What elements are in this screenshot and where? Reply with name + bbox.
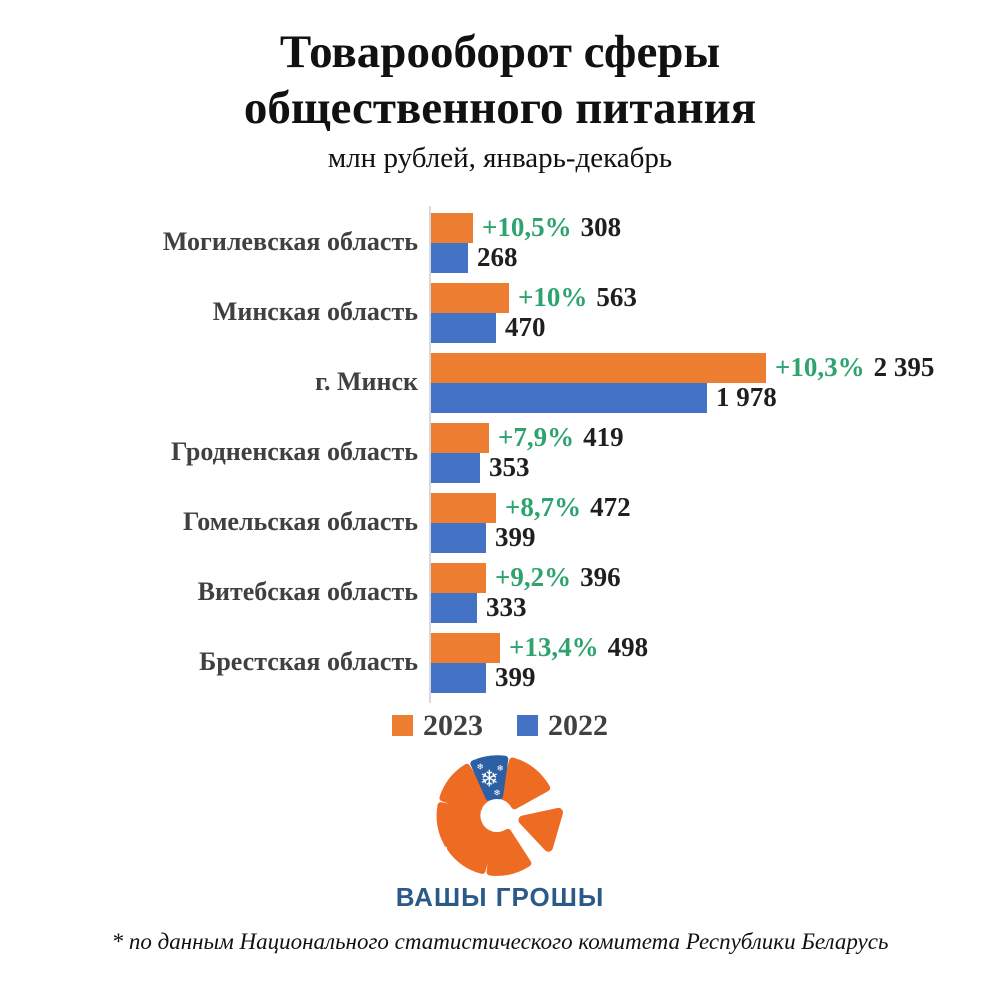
- legend: 2023 2022: [0, 709, 1000, 743]
- bar-2023: [430, 422, 489, 453]
- chart-row: Витебская область +9,2% 396 333: [0, 562, 1000, 623]
- bar-2022: [430, 662, 486, 693]
- value-2023-number: 563: [596, 282, 637, 313]
- svg-text:❄: ❄: [493, 787, 500, 797]
- growth-percent: +9,2%: [495, 562, 572, 593]
- value-2022: 333: [486, 592, 527, 623]
- value-2023-number: 419: [583, 422, 624, 453]
- value-2023-number: 2 395: [873, 352, 935, 383]
- chart-row: Брестская область +13,4% 498 399: [0, 632, 1000, 693]
- chart-row: г. Минск +10,3% 2 395 1 978: [0, 352, 1000, 413]
- chart-row: Гродненская область +7,9% 419 353: [0, 422, 1000, 483]
- bar-chart: Могилевская область +10,5% 308 268 Минска…: [0, 205, 1000, 703]
- region-label: Гродненская область: [171, 437, 418, 467]
- value-2023-number: 308: [580, 212, 622, 243]
- bar-2023: [430, 282, 509, 313]
- value-2023: +9,2% 396: [495, 562, 621, 593]
- value-2022: 399: [495, 662, 536, 693]
- bar-2022: [430, 522, 486, 553]
- growth-percent: +8,7%: [505, 492, 582, 523]
- title-line-2: общественного питания: [243, 82, 757, 135]
- bar-2023: [430, 562, 486, 593]
- logo-wedge-top-right: [499, 757, 551, 810]
- bar-2022: [430, 242, 468, 273]
- bar-2022: [430, 452, 480, 483]
- svg-text:❄: ❄: [480, 766, 499, 792]
- legend-label-2022: 2022: [548, 708, 608, 742]
- region-label: Гомельская область: [182, 507, 418, 537]
- growth-percent: +10,5%: [482, 212, 572, 243]
- bar-group: +8,7% 472 399: [430, 492, 1000, 553]
- value-2022: 353: [489, 452, 530, 483]
- bar-2022: [430, 592, 477, 623]
- region-label: Брестская область: [199, 647, 418, 677]
- value-2023: +10% 563: [518, 282, 637, 313]
- value-2023: +8,7% 472: [505, 492, 631, 523]
- svg-text:❄: ❄: [496, 763, 503, 773]
- chart-row: Гомельская область +8,7% 472 399: [0, 492, 1000, 553]
- logo-mark: ❄ ❄ ❄ ❄: [436, 755, 563, 876]
- source-note: * по данным Национального статистическог…: [111, 928, 889, 954]
- region-label: Могилевская область: [162, 227, 418, 257]
- value-2023-number: 396: [580, 562, 621, 593]
- logo-wedge-bottom: [486, 828, 532, 876]
- logo-ornament-wedge: [470, 755, 509, 801]
- title-line-1: Товарооборот сферы: [279, 26, 721, 78]
- value-2022: 268: [477, 242, 518, 273]
- value-2023: +7,9% 419: [498, 422, 624, 453]
- legend-label-2023: 2023: [423, 708, 483, 742]
- logo-wedge-upper-left: [439, 763, 490, 813]
- chart-row: Могилевская область +10,5% 308 268: [0, 212, 1000, 273]
- bar-group: +10% 563 470: [430, 282, 1000, 343]
- bar-group: +7,9% 419 353: [430, 422, 1000, 483]
- snowflake-icon: ❄ ❄ ❄ ❄: [476, 761, 503, 797]
- value-2023-number: 498: [607, 632, 649, 663]
- logo-wedge-dot: [520, 786, 535, 802]
- bar-group: +10,3% 2 395 1 978: [430, 352, 1000, 413]
- vashy-groshy-logo: ❄ ❄ ❄ ❄ ВАШЫ ГРОШЫ: [0, 751, 1000, 913]
- logo-wedge-bottom-left: [446, 823, 496, 874]
- logo-text: ВАШЫ ГРОШЫ: [395, 881, 605, 912]
- page-title: Товарооборот сферы общественного питания: [0, 24, 1000, 137]
- region-label: Витебская область: [197, 577, 418, 607]
- value-2023-number: 472: [590, 492, 631, 523]
- legend-swatch-2022: [517, 715, 538, 737]
- value-2022: 470: [505, 312, 546, 343]
- growth-percent: +10,3%: [775, 352, 865, 383]
- bar-2023: [430, 492, 496, 523]
- bar-group: +10,5% 308 268: [430, 212, 1000, 273]
- svg-text:❄: ❄: [476, 761, 483, 771]
- bar-2023: [430, 212, 473, 243]
- bar-2023: [430, 352, 766, 383]
- bar-group: +13,4% 498 399: [430, 632, 1000, 693]
- growth-percent: +10%: [518, 282, 588, 313]
- value-2022: 399: [495, 522, 536, 553]
- logo-wedge-left: [436, 801, 484, 848]
- bar-2022: [430, 382, 707, 413]
- chart-row: Минская область +10% 563 470: [0, 282, 1000, 343]
- value-2023: +10,3% 2 395: [775, 352, 934, 383]
- growth-percent: +13,4%: [509, 632, 599, 663]
- value-2023: +10,5% 308: [482, 212, 621, 243]
- chart-subtitle: млн рублей, январь-декабрь: [327, 141, 673, 174]
- logo-wedge-right-detached: [518, 807, 563, 852]
- legend-swatch-2023: [392, 715, 413, 737]
- value-2022: 1 978: [716, 382, 777, 413]
- axis-line: [429, 205, 431, 703]
- value-2023: +13,4% 498: [509, 632, 648, 663]
- bar-2022: [430, 312, 496, 343]
- legend-item-2022: 2022: [517, 709, 608, 743]
- growth-percent: +7,9%: [498, 422, 575, 453]
- legend-item-2023: 2023: [392, 709, 483, 743]
- region-label: Минская область: [212, 297, 418, 327]
- region-label: г. Минск: [315, 367, 418, 397]
- bar-group: +9,2% 396 333: [430, 562, 1000, 623]
- bar-2023: [430, 632, 500, 663]
